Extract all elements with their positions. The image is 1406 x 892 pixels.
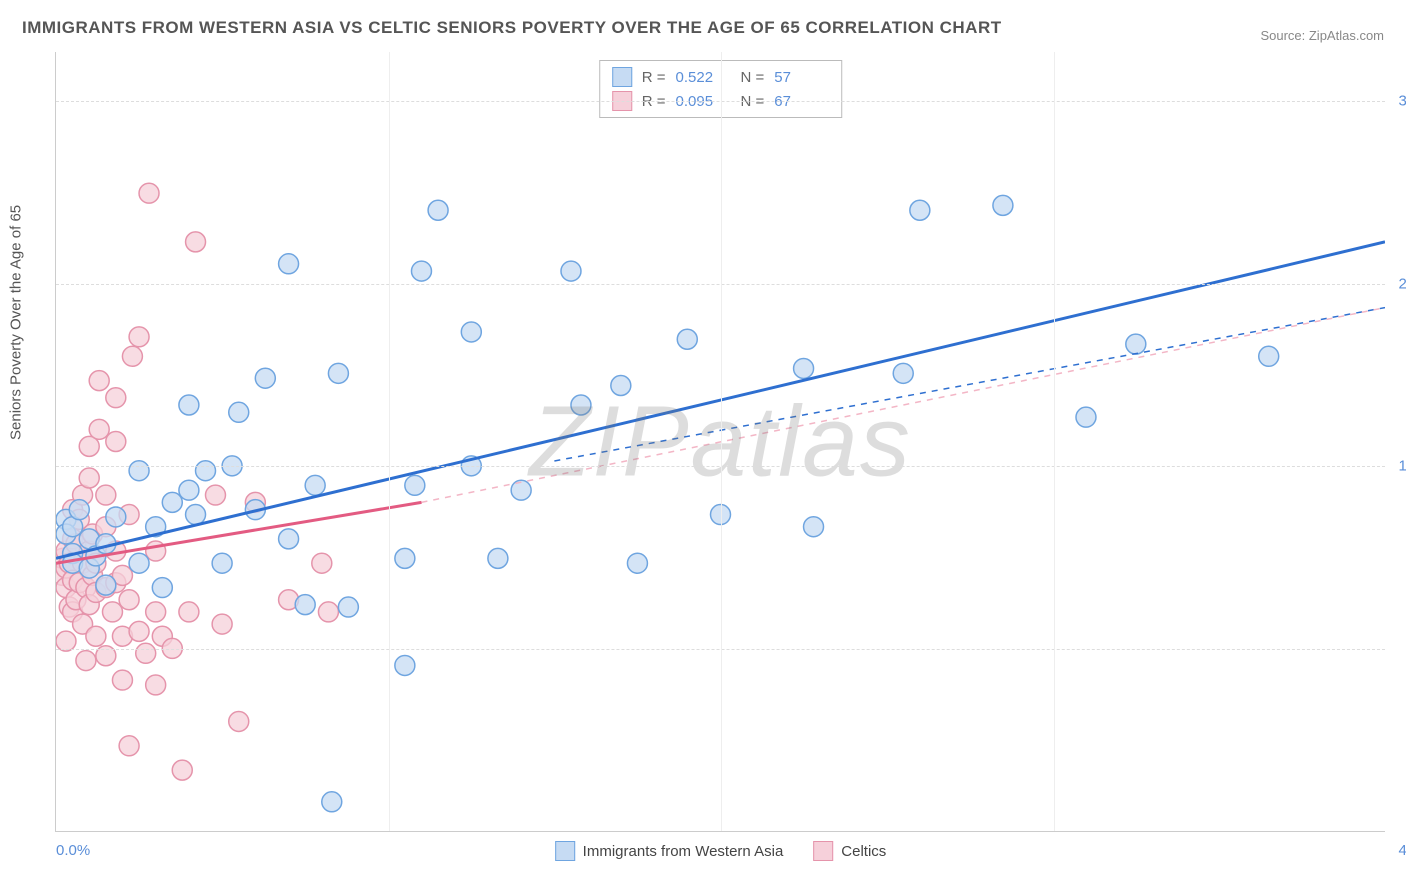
scatter-point <box>312 553 332 573</box>
chart-title: IMMIGRANTS FROM WESTERN ASIA VS CELTIC S… <box>22 18 1002 38</box>
scatter-point <box>112 670 132 690</box>
scatter-point <box>405 475 425 495</box>
legend-series: Immigrants from Western Asia Celtics <box>555 841 887 861</box>
scatter-point <box>122 346 142 366</box>
scatter-point <box>1076 407 1096 427</box>
gridline-v <box>1054 52 1055 831</box>
scatter-point <box>279 529 299 549</box>
scatter-point <box>89 419 109 439</box>
scatter-point <box>893 363 913 383</box>
n-value-1: 57 <box>774 69 829 86</box>
scatter-point <box>395 548 415 568</box>
scatter-point <box>328 363 348 383</box>
scatter-point <box>338 597 358 617</box>
scatter-point <box>794 358 814 378</box>
swatch-bottom-2 <box>813 841 833 861</box>
scatter-point <box>1259 346 1279 366</box>
scatter-point <box>136 643 156 663</box>
scatter-point <box>119 590 139 610</box>
y-axis-label: Seniors Poverty Over the Age of 65 <box>8 205 25 440</box>
scatter-point <box>186 505 206 525</box>
scatter-point <box>627 553 647 573</box>
source-label: Source: ZipAtlas.com <box>1260 28 1384 43</box>
scatter-point <box>129 327 149 347</box>
n-label: N = <box>741 69 765 86</box>
scatter-point <box>279 254 299 274</box>
y-tick-label: 15.0% <box>1398 458 1406 475</box>
scatter-point <box>106 388 126 408</box>
scatter-point <box>804 517 824 537</box>
legend-item-1: Immigrants from Western Asia <box>555 841 784 861</box>
y-tick-label: 30.0% <box>1398 92 1406 109</box>
scatter-point <box>96 575 116 595</box>
scatter-point <box>229 711 249 731</box>
scatter-point <box>571 395 591 415</box>
scatter-point <box>172 760 192 780</box>
plot-area: ZIPatlas R = 0.522 N = 57 R = 0.095 N = … <box>55 52 1385 832</box>
scatter-point <box>106 507 126 527</box>
y-tick-label: 22.5% <box>1398 275 1406 292</box>
scatter-point <box>146 602 166 622</box>
scatter-point <box>910 200 930 220</box>
scatter-point <box>102 602 122 622</box>
scatter-point <box>318 602 338 622</box>
scatter-point <box>129 461 149 481</box>
scatter-point <box>152 578 172 598</box>
scatter-point <box>561 261 581 281</box>
gridline-v <box>721 52 722 831</box>
scatter-point <box>611 376 631 396</box>
scatter-point <box>146 675 166 695</box>
scatter-point <box>179 480 199 500</box>
r-label: R = <box>642 69 666 86</box>
r-value-1: 0.522 <box>676 69 731 86</box>
scatter-point <box>186 232 206 252</box>
scatter-point <box>205 485 225 505</box>
scatter-point <box>69 500 89 520</box>
scatter-point <box>305 475 325 495</box>
scatter-point <box>255 368 275 388</box>
x-tick-max: 40.0% <box>1398 842 1406 859</box>
scatter-point <box>119 736 139 756</box>
swatch-bottom-1 <box>555 841 575 861</box>
scatter-point <box>106 432 126 452</box>
scatter-point <box>96 485 116 505</box>
scatter-point <box>428 200 448 220</box>
scatter-point <box>76 651 96 671</box>
scatter-point <box>322 792 342 812</box>
scatter-point <box>295 595 315 615</box>
scatter-point <box>411 261 431 281</box>
scatter-point <box>179 602 199 622</box>
legend-label-2: Celtics <box>841 843 886 860</box>
swatch-series-1 <box>612 67 632 87</box>
scatter-point <box>129 621 149 641</box>
scatter-point <box>212 614 232 634</box>
scatter-point <box>79 468 99 488</box>
scatter-point <box>89 371 109 391</box>
scatter-point <box>139 183 159 203</box>
scatter-point <box>395 655 415 675</box>
scatter-point <box>488 548 508 568</box>
trend-line-dash <box>421 308 1385 503</box>
scatter-point <box>129 553 149 573</box>
legend-item-2: Celtics <box>813 841 886 861</box>
scatter-point <box>677 329 697 349</box>
scatter-point <box>1126 334 1146 354</box>
trend-line-dash <box>554 308 1385 461</box>
scatter-point <box>461 322 481 342</box>
x-tick-min: 0.0% <box>56 842 90 859</box>
scatter-point <box>86 626 106 646</box>
scatter-point <box>993 195 1013 215</box>
scatter-point <box>162 492 182 512</box>
scatter-point <box>196 461 216 481</box>
scatter-point <box>511 480 531 500</box>
gridline-v <box>389 52 390 831</box>
scatter-point <box>229 402 249 422</box>
scatter-point <box>56 631 76 651</box>
scatter-point <box>212 553 232 573</box>
legend-label-1: Immigrants from Western Asia <box>583 843 784 860</box>
scatter-point <box>179 395 199 415</box>
